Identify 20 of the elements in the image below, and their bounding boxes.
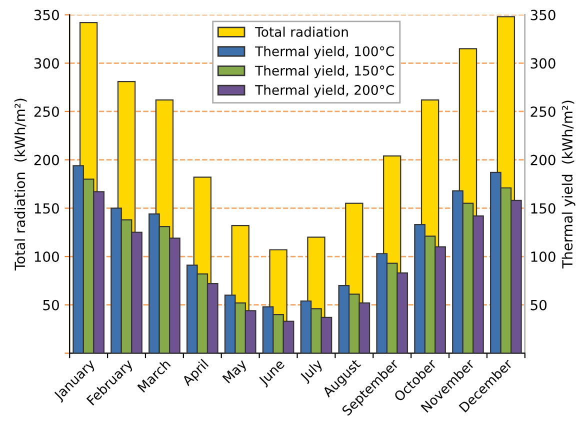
y2-tick-label: 200 [530,154,556,166]
legend-label: Thermal yield, 200°C [255,84,394,98]
y2-axis-title: Thermal yield (kWh/m²) [562,100,576,269]
legend-label: Total radiation [255,26,348,37]
y2-tick-label: 50 [530,300,547,310]
y2-tick-label: 250 [530,106,556,117]
legend-label: Thermal yield, 100°C [255,46,394,59]
y-axis-title: Total radiation (kWh/m²) [14,98,27,270]
y2-tick-label: 300 [530,58,556,69]
y2-tick-label: 150 [531,203,556,214]
y-tick-label: 250 [34,106,59,117]
y-tick-label: 150 [34,203,59,214]
y-tick-label: 50 [43,300,59,310]
legend-label: Thermal yield, 150°C [255,65,394,78]
y-tick-label: 350 [34,10,59,20]
y-tick-label: 100 [34,251,59,262]
y2-tick-label: 350 [530,10,556,20]
y-tick-label: 200 [34,154,59,166]
y-tick-label: 300 [34,58,59,69]
y2-tick-label: 100 [531,251,556,262]
